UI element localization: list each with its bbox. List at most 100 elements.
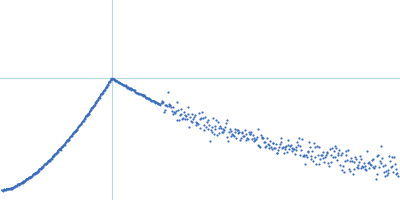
Point xyxy=(25,177,31,181)
Point xyxy=(151,100,158,103)
Point xyxy=(312,145,318,149)
Point xyxy=(252,139,258,142)
Point xyxy=(392,162,398,165)
Point xyxy=(255,128,262,131)
Point xyxy=(38,168,44,171)
Point xyxy=(38,166,45,169)
Point xyxy=(184,105,191,108)
Point xyxy=(199,110,205,114)
Point xyxy=(97,94,104,98)
Point xyxy=(138,94,145,97)
Point xyxy=(1,188,8,191)
Point xyxy=(335,153,342,156)
Point xyxy=(64,139,70,142)
Point xyxy=(258,133,264,136)
Point xyxy=(300,155,307,158)
Point xyxy=(18,182,24,185)
Point xyxy=(44,161,50,164)
Point xyxy=(390,171,396,174)
Point xyxy=(215,121,221,124)
Point xyxy=(228,134,234,137)
Point xyxy=(357,155,363,158)
Point xyxy=(284,151,290,154)
Point xyxy=(34,170,41,173)
Point xyxy=(101,89,108,92)
Point xyxy=(372,164,378,168)
Point xyxy=(296,154,303,157)
Point xyxy=(125,86,131,89)
Point xyxy=(58,146,65,149)
Point xyxy=(338,151,345,154)
Point xyxy=(250,134,256,137)
Point xyxy=(346,169,353,172)
Point xyxy=(276,145,282,149)
Point xyxy=(201,124,208,127)
Point xyxy=(190,118,196,121)
Point xyxy=(6,187,12,190)
Point xyxy=(104,85,110,89)
Point xyxy=(75,126,81,129)
Point xyxy=(145,97,151,100)
Point xyxy=(223,136,230,139)
Point xyxy=(244,137,250,140)
Point xyxy=(269,147,275,150)
Point xyxy=(271,146,278,149)
Point xyxy=(42,163,48,166)
Point xyxy=(234,131,241,134)
Point xyxy=(186,125,192,128)
Point xyxy=(247,132,254,136)
Point xyxy=(55,149,62,152)
Point xyxy=(148,99,154,102)
Point xyxy=(246,132,253,135)
Point xyxy=(299,137,305,140)
Point xyxy=(128,88,134,92)
Point xyxy=(72,130,78,134)
Point xyxy=(322,154,329,157)
Point xyxy=(227,129,234,132)
Point xyxy=(197,126,204,129)
Point xyxy=(225,140,231,143)
Point xyxy=(26,176,33,180)
Point xyxy=(79,121,85,124)
Point xyxy=(30,173,36,176)
Point xyxy=(325,162,331,165)
Point xyxy=(300,154,306,158)
Point xyxy=(109,77,116,81)
Point xyxy=(309,149,316,152)
Point xyxy=(8,186,15,189)
Point xyxy=(86,112,92,115)
Point xyxy=(355,167,362,170)
Point xyxy=(392,172,399,175)
Point xyxy=(153,101,159,104)
Point xyxy=(211,132,217,135)
Point xyxy=(317,157,324,160)
Point xyxy=(131,89,138,92)
Point xyxy=(212,125,219,128)
Point xyxy=(301,154,308,157)
Point xyxy=(320,150,327,154)
Point xyxy=(146,97,153,101)
Point xyxy=(383,169,389,172)
Point xyxy=(49,157,55,160)
Point xyxy=(181,117,188,120)
Point xyxy=(334,158,340,161)
Point xyxy=(285,138,292,141)
Point xyxy=(204,119,211,122)
Point xyxy=(178,112,184,115)
Point xyxy=(160,100,166,103)
Point xyxy=(312,155,319,158)
Point xyxy=(154,101,160,104)
Point xyxy=(115,81,121,84)
Point xyxy=(22,179,28,182)
Point xyxy=(358,158,365,161)
Point xyxy=(170,112,177,115)
Point xyxy=(116,81,122,85)
Point xyxy=(73,128,80,131)
Point xyxy=(250,139,257,142)
Point xyxy=(248,130,254,133)
Point xyxy=(107,80,113,84)
Point xyxy=(159,100,166,103)
Point xyxy=(266,144,273,147)
Point xyxy=(270,141,276,145)
Point xyxy=(289,146,296,149)
